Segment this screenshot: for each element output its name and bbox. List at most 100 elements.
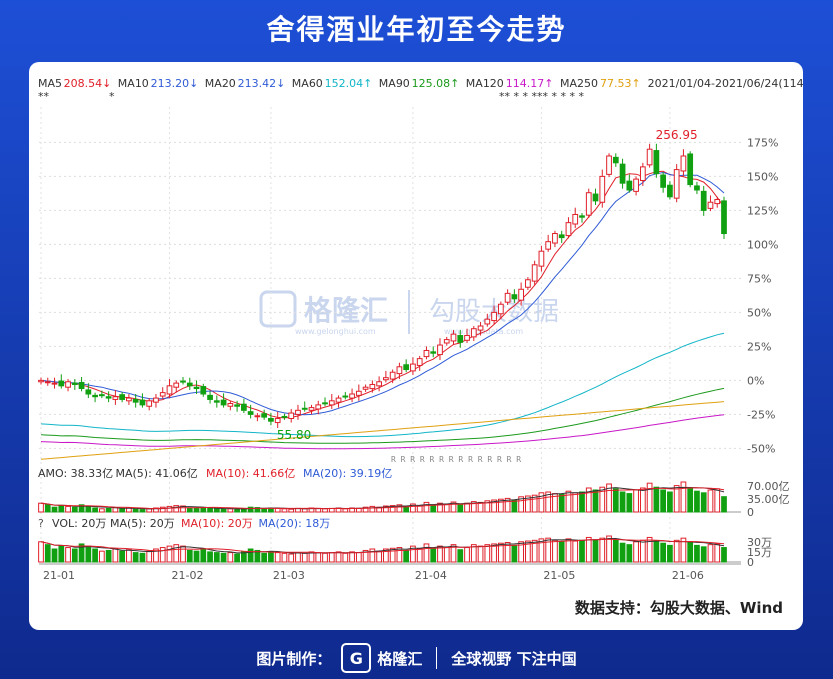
volume-bar [680,481,687,513]
volume-bar [207,507,213,513]
candle-body [660,174,667,188]
candle-body [511,294,518,300]
volume-bar [349,551,355,563]
volume-bar [153,548,159,563]
candle-body [389,371,396,380]
volume-bar [234,553,240,563]
candle-body [268,417,274,422]
candle-body [430,351,437,354]
amount-panel: AMO: 38.33亿 MA(5): 41.06亿 MA(10): 41.66亿 MA… [38,467,790,519]
volume-bar [92,507,98,513]
brand-logo-icon: G [341,643,372,673]
volume-bar [646,536,653,563]
x-axis: 21-01 21-02 21-03 21-04 21-05 21-06 [39,563,741,582]
panel-ma5: MA(5): 20万 [110,517,175,530]
volume-bar [301,508,308,513]
volume-bar [592,539,599,563]
candle-body [423,349,430,358]
divider [436,647,438,669]
volume-bar [362,506,369,513]
volume-bar [193,507,200,513]
volume-bar [579,539,585,563]
volume-bar [470,501,477,513]
candle-body [166,385,173,395]
volume-bar [504,497,511,513]
volume-bar [112,548,119,563]
candle-body [396,366,403,375]
volume-bar [694,544,700,563]
volume-bar [626,544,633,563]
volume-bar [565,538,572,563]
y-tick-label: 100% [747,238,778,251]
volume-bar [173,544,180,563]
volume-bar [51,506,58,513]
volume-bar [525,495,531,513]
candle-body [65,381,71,388]
candle-body [592,193,599,202]
candle-body [247,411,254,415]
volume-bar [389,547,396,563]
volume-bar [328,552,335,563]
volume-bar [504,542,511,563]
indicator-value-ma120: 114.17↑ [506,77,554,90]
volume-bar [44,544,51,563]
volume-bar [132,508,139,513]
volume-bar [538,492,545,513]
candle-body [383,377,389,381]
volume-bar [322,508,328,513]
ma250-line [40,401,725,460]
candle-body [355,390,362,396]
volume-bar [38,541,44,563]
volume-bar [220,552,227,563]
volume-bar [410,545,416,563]
x-tick-label: 21-01 [43,569,75,582]
y-tick-label: 0% [747,374,764,387]
candle-body [315,404,322,410]
volume-bar [342,552,349,563]
volume-bar [254,549,261,563]
candle-body [410,363,416,372]
volume-bar [200,507,207,513]
volume-bar [288,553,295,563]
candle-body [457,335,464,343]
volume-bar [173,505,180,513]
candle-body [349,393,355,399]
volume-bar [416,548,423,563]
x-tick-label: 21-04 [415,569,447,582]
volume-bar [376,550,382,563]
volume-bar [592,489,599,513]
volume-bar [714,543,721,563]
candle-body [477,325,484,331]
candle-body [193,386,200,390]
volume-bar [200,548,207,563]
indicator-name-ma250: MA250 [560,77,598,90]
candle-body [301,407,308,410]
candle-body [186,382,193,387]
ma10-stars: * [109,90,115,103]
candle-body [491,311,497,322]
candle-body [274,417,281,424]
panel-ma10: MA(10): 20万 [181,517,253,530]
volume-bar [71,506,78,513]
volume-bar [633,489,639,513]
volume-bar [180,505,186,513]
volume-bar [247,548,254,563]
volume-bar [531,494,538,513]
volume-bar [355,552,362,563]
volume-bar [491,543,497,563]
indicator-name-ma20: MA20 [205,77,236,90]
volume-bar [437,545,443,563]
volume-bar [281,552,288,563]
x-tick-label: 21-03 [273,569,305,582]
candle-body [714,199,721,205]
volume-bar [721,496,727,513]
volume-bar [166,505,173,513]
volume-bar [450,544,457,563]
panel-ma10-line [40,538,725,554]
volume-bar [261,508,268,513]
candle-body [173,382,180,388]
volume-bar [126,549,132,563]
candle-body [261,413,268,418]
candle-body [153,397,159,403]
candle-body [220,399,227,406]
